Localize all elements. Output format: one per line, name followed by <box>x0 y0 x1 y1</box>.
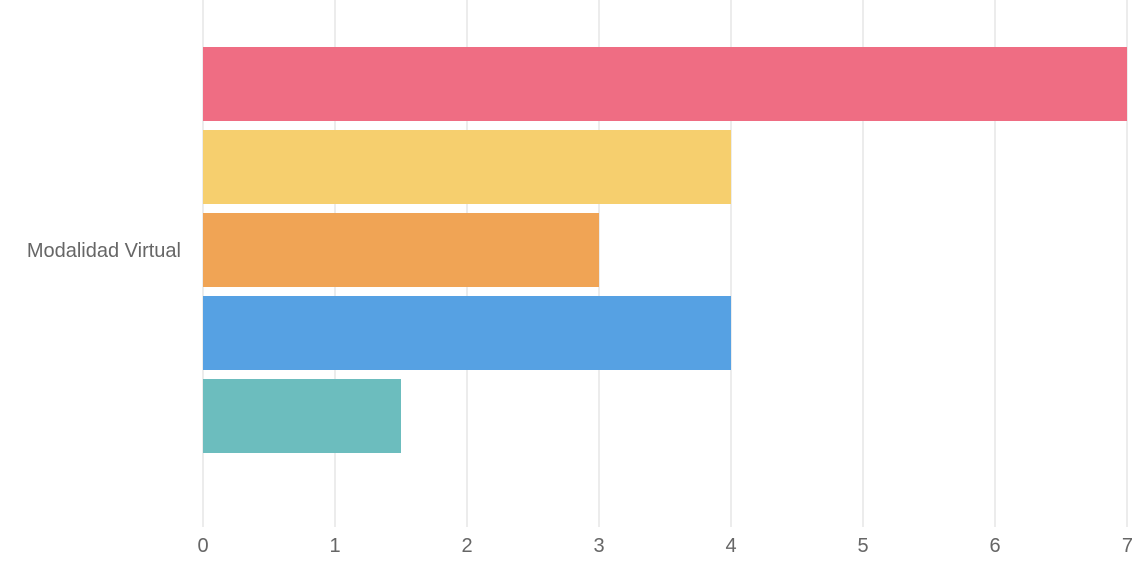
x-tick-label: 7 <box>1122 535 1133 557</box>
y-axis-category-labels: Modalidad Virtual <box>27 240 181 262</box>
bar[interactable] <box>203 379 401 453</box>
x-axis-tick-labels: 0 1 2 3 4 5 6 7 <box>197 535 1133 557</box>
x-tick-label: 4 <box>725 535 736 557</box>
y-category-label: Modalidad Virtual <box>27 240 181 262</box>
x-tick-label: 1 <box>329 535 340 557</box>
x-tick-label: 3 <box>593 535 604 557</box>
bar[interactable] <box>203 47 1127 121</box>
x-tick-label: 2 <box>461 535 472 557</box>
bar[interactable] <box>203 130 731 204</box>
x-tick-label: 0 <box>197 535 208 557</box>
bar[interactable] <box>203 213 599 287</box>
x-tick-label: 6 <box>989 535 1000 557</box>
bars <box>203 47 1127 453</box>
bar[interactable] <box>203 296 731 370</box>
x-tick-label: 5 <box>857 535 868 557</box>
